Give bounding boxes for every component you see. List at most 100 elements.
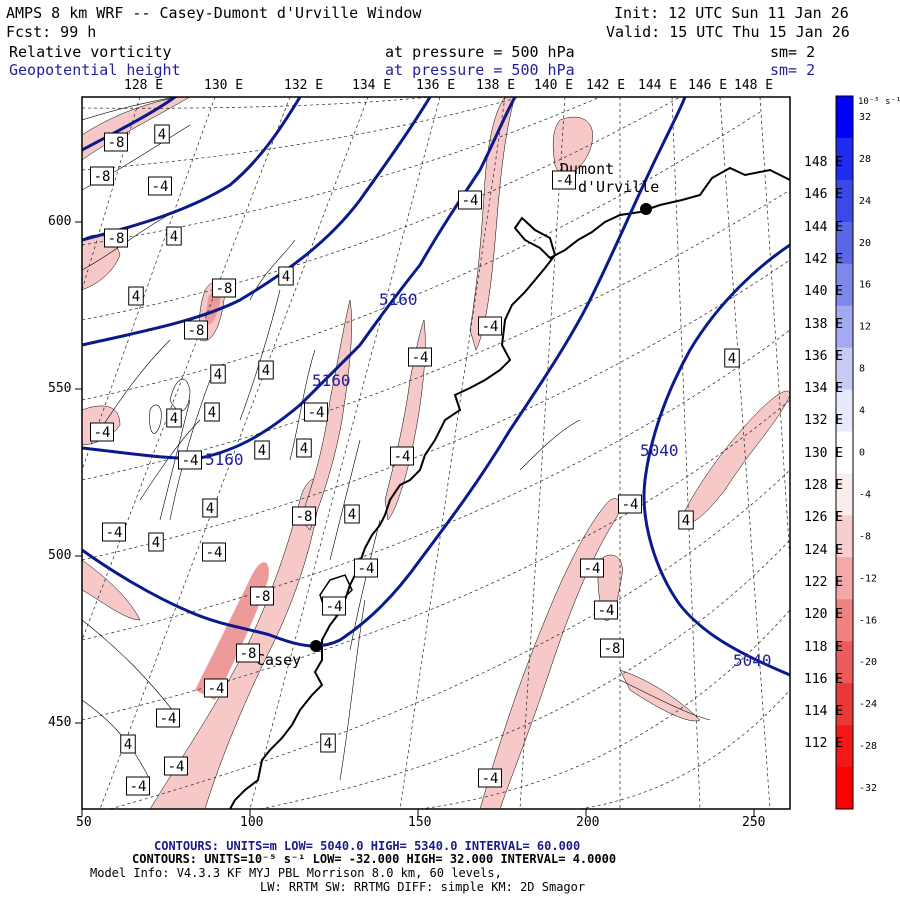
vorticity-label: 4 <box>724 348 740 368</box>
colorbar-level-label: 24 <box>859 196 871 207</box>
vorticity-label-text: -4 <box>308 405 325 421</box>
vorticity-label: -8 <box>600 638 624 658</box>
vorticity-label-text: -8 <box>216 281 233 297</box>
vorticity-label: -4 <box>164 756 188 776</box>
colorbar-swatch <box>836 683 853 726</box>
vorticity-label-box <box>236 643 260 663</box>
vorticity-label: -4 <box>304 402 328 422</box>
graticule <box>82 97 790 809</box>
colorbar-level-label: 20 <box>859 238 871 249</box>
vorticity-label: -8 <box>90 166 114 186</box>
right-lon-label: 116 E <box>804 671 844 687</box>
axis-ticks <box>75 221 755 816</box>
right-lon-label: 128 E <box>804 478 844 493</box>
y-tick-label: 600 <box>48 214 72 229</box>
vorticity-label-text: -4 <box>358 561 375 577</box>
x-tick-label: 200 <box>576 815 600 830</box>
vorticity-label-text: -4 <box>182 453 199 469</box>
plot-frame <box>81 96 791 810</box>
vorticity-label-text: -4 <box>482 319 499 335</box>
field2-smoothing: sm= 2 <box>770 61 816 79</box>
height-label: 5160 <box>379 290 418 309</box>
vorticity-label-box <box>148 176 172 196</box>
vorticity-label-text: -4 <box>584 561 601 577</box>
top-lon-label: 130 E <box>204 78 244 93</box>
vorticity-fill <box>679 390 790 524</box>
right-lon-label: 144 E <box>804 219 844 235</box>
vorticity-fill <box>384 319 426 521</box>
vorticity-label: 4 <box>154 124 170 144</box>
colorbar-level-label: 12 <box>859 322 871 333</box>
right-lon-label: 140 E <box>804 284 844 300</box>
vorticity-fill <box>619 669 701 722</box>
vorticity-label-box <box>408 347 432 367</box>
vorticity-label-text: 4 <box>170 229 178 245</box>
vorticity-label-box <box>210 364 226 384</box>
vorticity-label-box <box>90 166 114 186</box>
top-lon-label: 136 E <box>416 78 456 93</box>
station-label: Casey <box>256 651 301 669</box>
footer-height-contours: CONTOURS: UNITS=m LOW= 5040.0 HIGH= 5340… <box>154 839 581 853</box>
vorticity-label-box <box>292 506 316 526</box>
top-lon-label: 128 E <box>124 78 164 93</box>
top-lon-label: 140 E <box>534 78 574 93</box>
vorticity-label: -4 <box>202 542 226 562</box>
vorticity-label-box <box>202 542 226 562</box>
vorticity-label: -4 <box>478 316 502 336</box>
colorbar-level-label: -32 <box>859 783 877 794</box>
colorbar-level-label: 4 <box>859 406 865 417</box>
vorticity-label-box <box>90 422 114 442</box>
colorbar-swatch <box>836 221 853 265</box>
vorticity-label-text: -8 <box>94 169 111 185</box>
vorticity-label-text: -4 <box>168 759 185 775</box>
vorticity-label-box <box>102 522 126 542</box>
vorticity-label-text: 4 <box>728 351 736 367</box>
vorticity-label: -8 <box>292 506 316 526</box>
height-label: 5040 <box>640 441 679 460</box>
station-casey[interactable]: Casey <box>256 640 322 669</box>
right-lon-label: 124 E <box>804 542 844 558</box>
field1-smoothing: sm= 2 <box>770 43 816 61</box>
vorticity-label: -8 <box>184 320 208 340</box>
vorticity-label: -4 <box>594 600 618 620</box>
vorticity-label-text: 4 <box>152 535 160 551</box>
vorticity-label: 4 <box>344 504 360 524</box>
vorticity-label-box <box>580 558 604 578</box>
vorticity-fill-strong <box>205 289 221 325</box>
colorbar-swatch <box>836 473 853 516</box>
vorticity-label-box <box>478 316 502 336</box>
field1-level: at pressure = 500 hPa <box>385 43 575 61</box>
vorticity-label-box <box>104 228 128 248</box>
vorticity-label-box <box>304 402 328 422</box>
vorticity-label-box <box>156 708 180 728</box>
x-tick-label: 250 <box>742 815 766 830</box>
colorbar-level-label: -8 <box>859 531 871 542</box>
vorticity-label-text: -8 <box>296 509 313 525</box>
x-tick-label: 50 <box>76 815 92 830</box>
vorticity-label: 4 <box>320 733 336 753</box>
vorticity-label: 4 <box>120 734 136 754</box>
vorticity-label-box <box>148 532 164 552</box>
right-lon-label: 134 E <box>804 381 844 397</box>
colorbar-swatch <box>836 767 853 810</box>
colorbar-level-label: -24 <box>859 699 877 710</box>
vorticity-label-text: 4 <box>300 441 308 457</box>
colorbar-swatch <box>836 96 853 139</box>
vorticity-fill <box>299 299 352 531</box>
vorticity-label-text: 4 <box>132 289 140 305</box>
vorticity-label-text: -4 <box>412 350 429 366</box>
colorbar-swatch <box>836 431 853 474</box>
colorbar-swatch <box>836 137 853 181</box>
vorticity-contours <box>82 97 711 781</box>
vorticity-label: -4 <box>458 190 482 210</box>
colorbar-level-label: 28 <box>859 154 871 165</box>
vorticity-label-box <box>126 776 150 796</box>
valid-time: Valid: 15 UTC Thu 15 Jan 26 <box>606 23 850 41</box>
right-lon-label: 136 E <box>804 348 844 364</box>
vorticity-label-text: -4 <box>462 193 479 209</box>
station-dot <box>310 640 322 652</box>
vorticity-label-box <box>184 320 208 340</box>
right-lon-label: 148 E <box>804 155 844 170</box>
station-dot <box>640 203 652 215</box>
coastline <box>229 166 790 809</box>
